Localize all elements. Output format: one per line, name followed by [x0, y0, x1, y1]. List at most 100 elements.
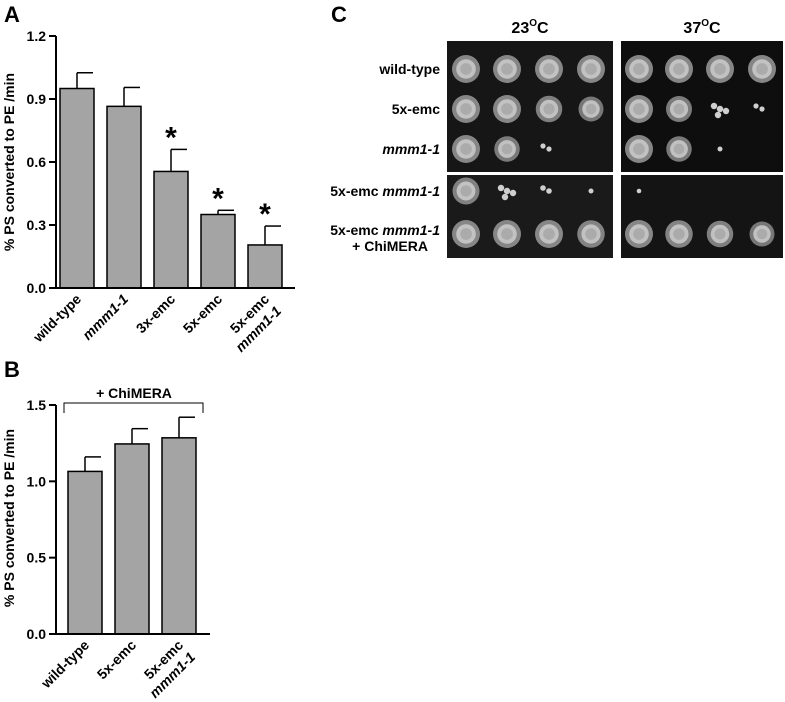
panel-b-y-axis-label: % PS converted to PE /min: [1, 429, 17, 607]
significance-marker-3: *: [165, 121, 177, 154]
spot-37-row1-dil3: [706, 55, 734, 83]
panel-a-letter: A: [4, 2, 20, 27]
panel-a-y-ticks: 0.0 0.3 0.6 0.9 1.2: [27, 28, 56, 296]
significance-marker-4: *: [212, 182, 224, 215]
strain-label-4: 5x-emc mmm1-1: [330, 183, 440, 199]
spot-23-row5-dil4: [577, 220, 605, 248]
spot-23-row4-dil1-core: [460, 185, 472, 197]
spot-37-row5-dil3-core: [714, 228, 726, 240]
a-y-tick-label: 1.2: [27, 28, 47, 44]
a-y-tick-label: 0.0: [27, 280, 47, 296]
spot-23-row2-dil2-core: [501, 103, 513, 115]
spot-23-row2-dil4-core: [585, 103, 597, 115]
b-y-tick-label: 0.5: [27, 550, 47, 566]
spot-23-row4-dil3: [540, 185, 552, 194]
spot-23-row1-dil1: [452, 55, 480, 83]
spot-37-row1-dil4: [748, 55, 776, 83]
spot-37-row4-dil1: [636, 188, 642, 194]
spot-23-row5-dil3: [535, 220, 563, 248]
spot-37-row1-dil2: [665, 55, 693, 83]
spot-37-row3-dil1-core: [633, 143, 645, 155]
spot-23-row5-dil4-core: [585, 228, 597, 240]
spot-37-row4-dil1-colony: [636, 188, 642, 194]
spot-23-row1-dil3-core: [543, 63, 555, 75]
a-y-tick-label: 0.3: [27, 217, 47, 233]
panel-a-significance-markers: * * *: [165, 121, 271, 231]
spot-23-row3-dil3: [540, 143, 552, 152]
bar-5: [247, 244, 283, 289]
category-label-1: wild-type: [29, 291, 84, 346]
panel-b-bars: [67, 437, 197, 635]
spot-23-row4-dil4: [588, 188, 594, 194]
spot-23-row4-dil3-colony: [546, 188, 552, 194]
bar-2: [106, 105, 142, 289]
panel-b-error-bars: [84, 416, 195, 472]
spot-23-row3-dil3-colony: [546, 146, 552, 152]
spot-23-row5-dil1: [452, 220, 480, 248]
category-label-2: mmm1-1: [79, 291, 131, 343]
strain-label-5-line2: + ChiMERA: [352, 238, 428, 254]
spot-23-row1-dil4: [577, 55, 605, 83]
panel-b-y-ticks: 0.0 0.5 1.0 1.5: [27, 397, 56, 642]
spot-23-row5-dil1-core: [460, 228, 472, 240]
panel-c: C 23OC 37OC wild-type 5x-emc mmm1-1 5x-emc m…: [330, 2, 783, 258]
spot-37-row2-dil3-colony: [714, 111, 722, 119]
category-label-4: 5x-emc: [180, 291, 226, 337]
spot-37-row2-dil4: [753, 103, 765, 112]
spot-37-row5-dil4-core: [756, 228, 768, 240]
spot-23-row4-dil2-colony: [497, 184, 505, 192]
spot-23-row3-dil2-core: [501, 143, 513, 155]
panel-b: B % PS converted to PE /min + ChiMERA 0.…: [1, 357, 210, 701]
spot-23-row4-dil1: [452, 177, 480, 205]
spot-37-row2-dil4-colony: [759, 106, 765, 112]
spot-37-row2-dil2-core: [673, 103, 685, 115]
bar-2: [114, 443, 150, 635]
spot-23-row2-dil1-core: [460, 103, 472, 115]
bar-1: [67, 470, 103, 635]
spot-37-row2-dil3-colony: [710, 102, 718, 110]
panel-b-letter: B: [4, 357, 20, 382]
bracket-line: [63, 402, 204, 413]
spot-23-row1-dil1-core: [460, 63, 472, 75]
spot-37-row2-dil4-colony: [753, 103, 759, 109]
a-y-tick-label: 0.9: [27, 91, 47, 107]
spot-37-row5-dil2: [665, 220, 693, 248]
spot-23-row4-dil2-colony: [501, 193, 509, 201]
b-y-tick-label: 1.0: [27, 473, 47, 489]
spot-23-row5-dil2: [493, 220, 521, 248]
spot-23-row2-dil3: [535, 95, 563, 123]
spot-37-row2-dil2: [666, 96, 692, 122]
spot-37-row3-dil3-colony: [717, 146, 723, 152]
spot-23-row3-dil1-core: [460, 143, 472, 155]
spot-37-row5-dil4: [749, 221, 775, 247]
panel-c-letter: C: [331, 2, 347, 27]
spot-23-row5-dil3-core: [543, 228, 555, 240]
spot-23-row2-dil4: [578, 96, 604, 122]
spot-37-row1-dil3-core: [714, 63, 726, 75]
spot-37-row5-dil1-core: [633, 228, 645, 240]
spot-23-row3-dil2: [494, 136, 520, 162]
panel-a-bars: [59, 87, 283, 289]
spot-23-row4-dil3-colony: [540, 185, 546, 191]
bar-4: [200, 213, 236, 289]
spot-37-row3-dil3: [717, 146, 723, 152]
spot-37-row5-dil1: [625, 220, 653, 248]
spot-37-row1-dil1-core: [633, 63, 645, 75]
yeast-spots: [452, 55, 776, 248]
category-label-2: 5x-emc: [94, 637, 140, 683]
strain-label-5: 5x-emc mmm1-1: [330, 222, 440, 238]
temperature-label-23: 23OC: [511, 18, 549, 37]
bar-1: [59, 87, 95, 289]
strain-label-3: mmm1-1: [382, 141, 440, 157]
spot-37-row2-dil3: [710, 102, 730, 119]
significance-marker-5: *: [259, 198, 271, 231]
spot-37-row1-dil1: [625, 55, 653, 83]
spot-23-row5-dil2-core: [501, 228, 513, 240]
strain-label-2: 5x-emc: [392, 101, 440, 117]
panel-a: A % PS converted to PE /min 0.0 0.3 0.6 0.9…: [1, 2, 295, 355]
spot-23-row4-dil2-colony: [509, 189, 517, 197]
spot-37-row1-dil2-core: [673, 63, 685, 75]
panel-c-temperature-labels: 23OC 37OC: [511, 18, 721, 37]
